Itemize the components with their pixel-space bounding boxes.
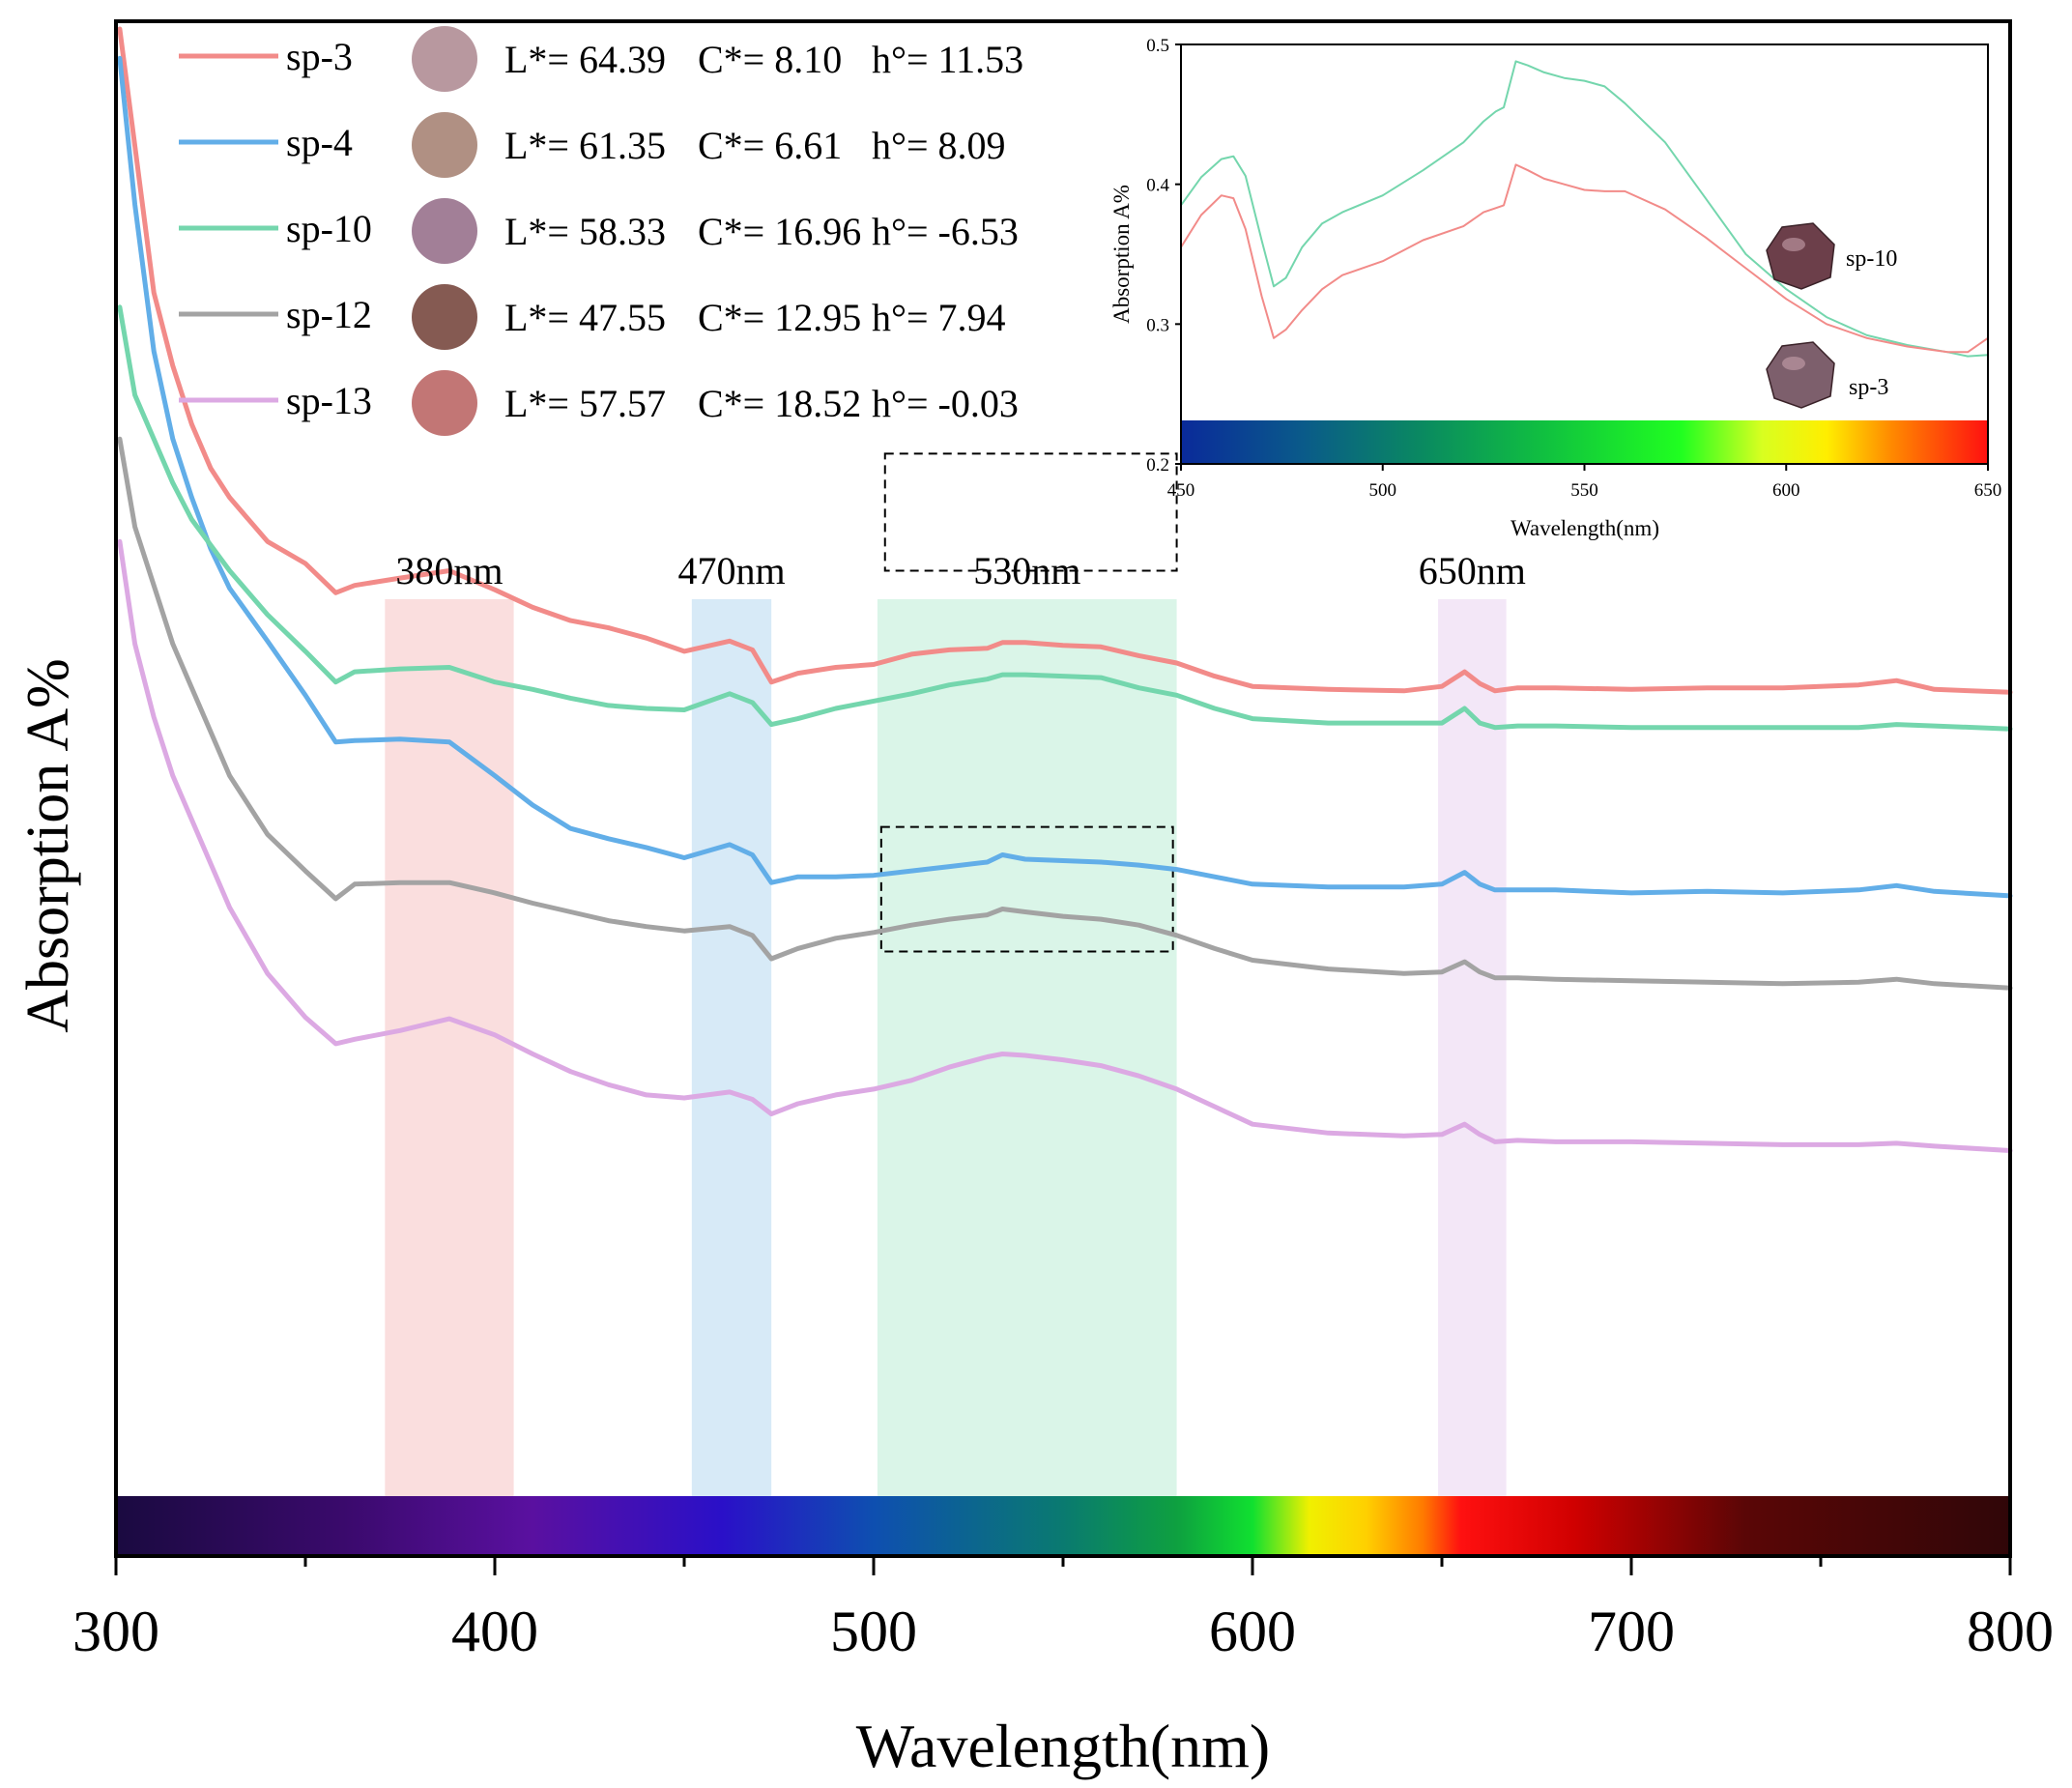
inset-gem-photos: sp-10 sp-3 — [1766, 222, 1897, 409]
x-axis-label: Wavelength(nm) — [856, 1712, 1270, 1780]
band-label-380nm: 380nm — [395, 549, 503, 592]
y-axis-label: Absorption A% — [15, 658, 81, 1033]
inset-gem-photo-sp-3 — [1766, 341, 1835, 409]
inset-x-axis-label: Wavelength(nm) — [1511, 516, 1659, 540]
band-650nm — [1438, 599, 1507, 1496]
series-line-sp-4 — [117, 55, 2013, 899]
band-label-530nm: 530nm — [973, 549, 1080, 592]
x-tick-label: 300 — [72, 1600, 159, 1663]
series-line-sp-12 — [117, 436, 2013, 991]
inset-gem-photo-sp-10 — [1766, 222, 1835, 290]
legend-label-sp-13: sp-13 — [286, 379, 372, 422]
inset-x-tick-label: 500 — [1369, 480, 1397, 501]
legend-color-swatch-sp-13 — [412, 370, 477, 436]
legend-label-sp-3: sp-3 — [286, 35, 353, 78]
legend-color-swatch-sp-3 — [412, 26, 477, 92]
legend-C-value: C*= 12.95 — [698, 296, 861, 339]
inset-y-tick-label: 0.4 — [1146, 176, 1169, 196]
legend-L-value: L*= 57.57 — [504, 382, 666, 425]
legend-color-swatch-sp-12 — [412, 284, 477, 350]
inset-x-tick-label: 650 — [1974, 480, 2002, 501]
legend-label-sp-10: sp-10 — [286, 207, 372, 250]
legend-C-value: C*= 6.61 — [698, 124, 842, 167]
inset-spectra-lines — [1180, 60, 1989, 358]
legend-h-value: h°= 7.94 — [872, 296, 1006, 339]
inset-chart: 450 500 550 600 650 0.2 0.3 0.4 0.5 sp-10 sp-3 Wa… — [1109, 36, 2001, 540]
inset-gem-highlight-sp-3 — [1782, 357, 1805, 370]
band-470nm — [691, 599, 772, 1496]
band-530nm — [877, 599, 1177, 1496]
legend-h-value: h°= 8.09 — [872, 124, 1006, 167]
inset-spectrum-bar — [1181, 420, 1988, 464]
inset-gem-highlight-sp-10 — [1782, 238, 1805, 251]
legend-h-value: h°= -6.53 — [872, 210, 1019, 253]
legend-color-swatch-sp-10 — [412, 198, 477, 264]
inset-x-tick-label: 450 — [1167, 480, 1195, 501]
legend-C-value: C*= 18.52 — [698, 382, 861, 425]
inset-series-line-sp-3 — [1180, 163, 1989, 354]
inset-gem-label-sp-10: sp-10 — [1846, 246, 1897, 272]
x-axis-ticks: 300 400 500 600 700 800 — [72, 1556, 2054, 1663]
legend-L-value: L*= 64.39 — [504, 38, 666, 81]
inset-x-tick-label: 550 — [1570, 480, 1598, 501]
legend-label-sp-12: sp-12 — [286, 293, 372, 336]
band-380nm — [385, 599, 514, 1496]
inset-y-axis-label: Absorption A% — [1109, 185, 1134, 324]
inset-y-tick-label: 0.5 — [1146, 36, 1169, 56]
zoom-box-sp10 — [879, 825, 1174, 953]
inset-axis-ticks: 450 500 550 600 650 0.2 0.3 0.4 0.5 — [1146, 36, 2001, 501]
legend-label-sp-4: sp-4 — [286, 121, 353, 164]
legend: sp-3 L*= 64.39 C*= 8.10 h°= 11.53 sp-4 L*= 61… — [179, 26, 1023, 436]
series-line-sp-13 — [117, 538, 2013, 1153]
series-line-sp-3 — [117, 26, 2013, 695]
x-tick-label: 400 — [451, 1600, 538, 1663]
inset-x-tick-label: 600 — [1772, 480, 1800, 501]
spectra-lines — [117, 26, 2013, 1153]
zoom-boxes — [879, 452, 1178, 953]
highlight-bands — [385, 599, 1507, 1496]
x-tick-label: 700 — [1588, 1600, 1675, 1663]
inset-series-line-sp-10 — [1180, 60, 1989, 358]
legend-h-value: h°= -0.03 — [872, 382, 1019, 425]
x-tick-label: 800 — [1967, 1600, 2054, 1663]
series-line-sp-10 — [117, 304, 2013, 732]
inset-gem-label-sp-3: sp-3 — [1849, 375, 1888, 400]
legend-L-value: L*= 47.55 — [504, 296, 666, 339]
visible-spectrum-bar — [116, 1496, 2010, 1556]
band-label-650nm: 650nm — [1419, 549, 1526, 592]
legend-C-value: C*= 8.10 — [698, 38, 842, 81]
inset-y-tick-label: 0.3 — [1146, 315, 1169, 335]
inset-background — [1181, 44, 1988, 464]
legend-L-value: L*= 58.33 — [504, 210, 666, 253]
legend-h-value: h°= 11.53 — [872, 38, 1023, 81]
zoom-box-sp3 — [883, 452, 1178, 572]
band-label-470nm: 470nm — [677, 549, 785, 592]
legend-color-swatch-sp-4 — [412, 112, 477, 178]
legend-C-value: C*= 16.96 — [698, 210, 861, 253]
legend-L-value: L*= 61.35 — [504, 124, 666, 167]
inset-y-tick-label: 0.2 — [1146, 455, 1169, 476]
x-tick-label: 500 — [830, 1600, 917, 1663]
band-labels: 380nm 470nm 530nm 650nm — [395, 549, 1526, 592]
x-tick-label: 600 — [1209, 1600, 1296, 1663]
